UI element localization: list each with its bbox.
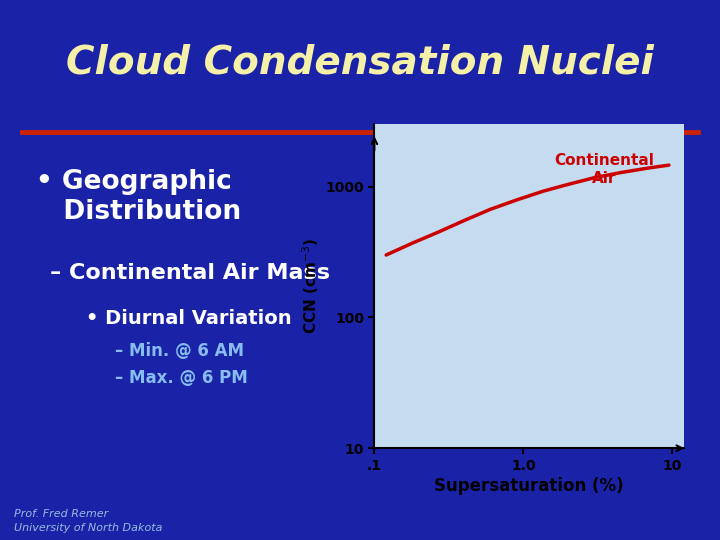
Text: Prof. Fred Remer: Prof. Fred Remer (14, 509, 109, 519)
Text: University of North Dakota: University of North Dakota (14, 523, 163, 533)
Text: – Min. @ 6 AM: – Min. @ 6 AM (115, 342, 244, 360)
Text: Continental
Air: Continental Air (554, 153, 654, 186)
X-axis label: Supersaturation (%): Supersaturation (%) (434, 477, 624, 495)
Text: – Max. @ 6 PM: – Max. @ 6 PM (115, 369, 248, 387)
Y-axis label: CCN (cm$^{-3}$): CCN (cm$^{-3}$) (300, 238, 321, 334)
Text: • Geographic
   Distribution: • Geographic Distribution (36, 169, 241, 225)
Text: • Diurnal Variation: • Diurnal Variation (86, 309, 292, 328)
Text: Cloud Condensation Nuclei: Cloud Condensation Nuclei (66, 43, 654, 81)
Text: – Continental Air Mass: – Continental Air Mass (50, 262, 330, 283)
